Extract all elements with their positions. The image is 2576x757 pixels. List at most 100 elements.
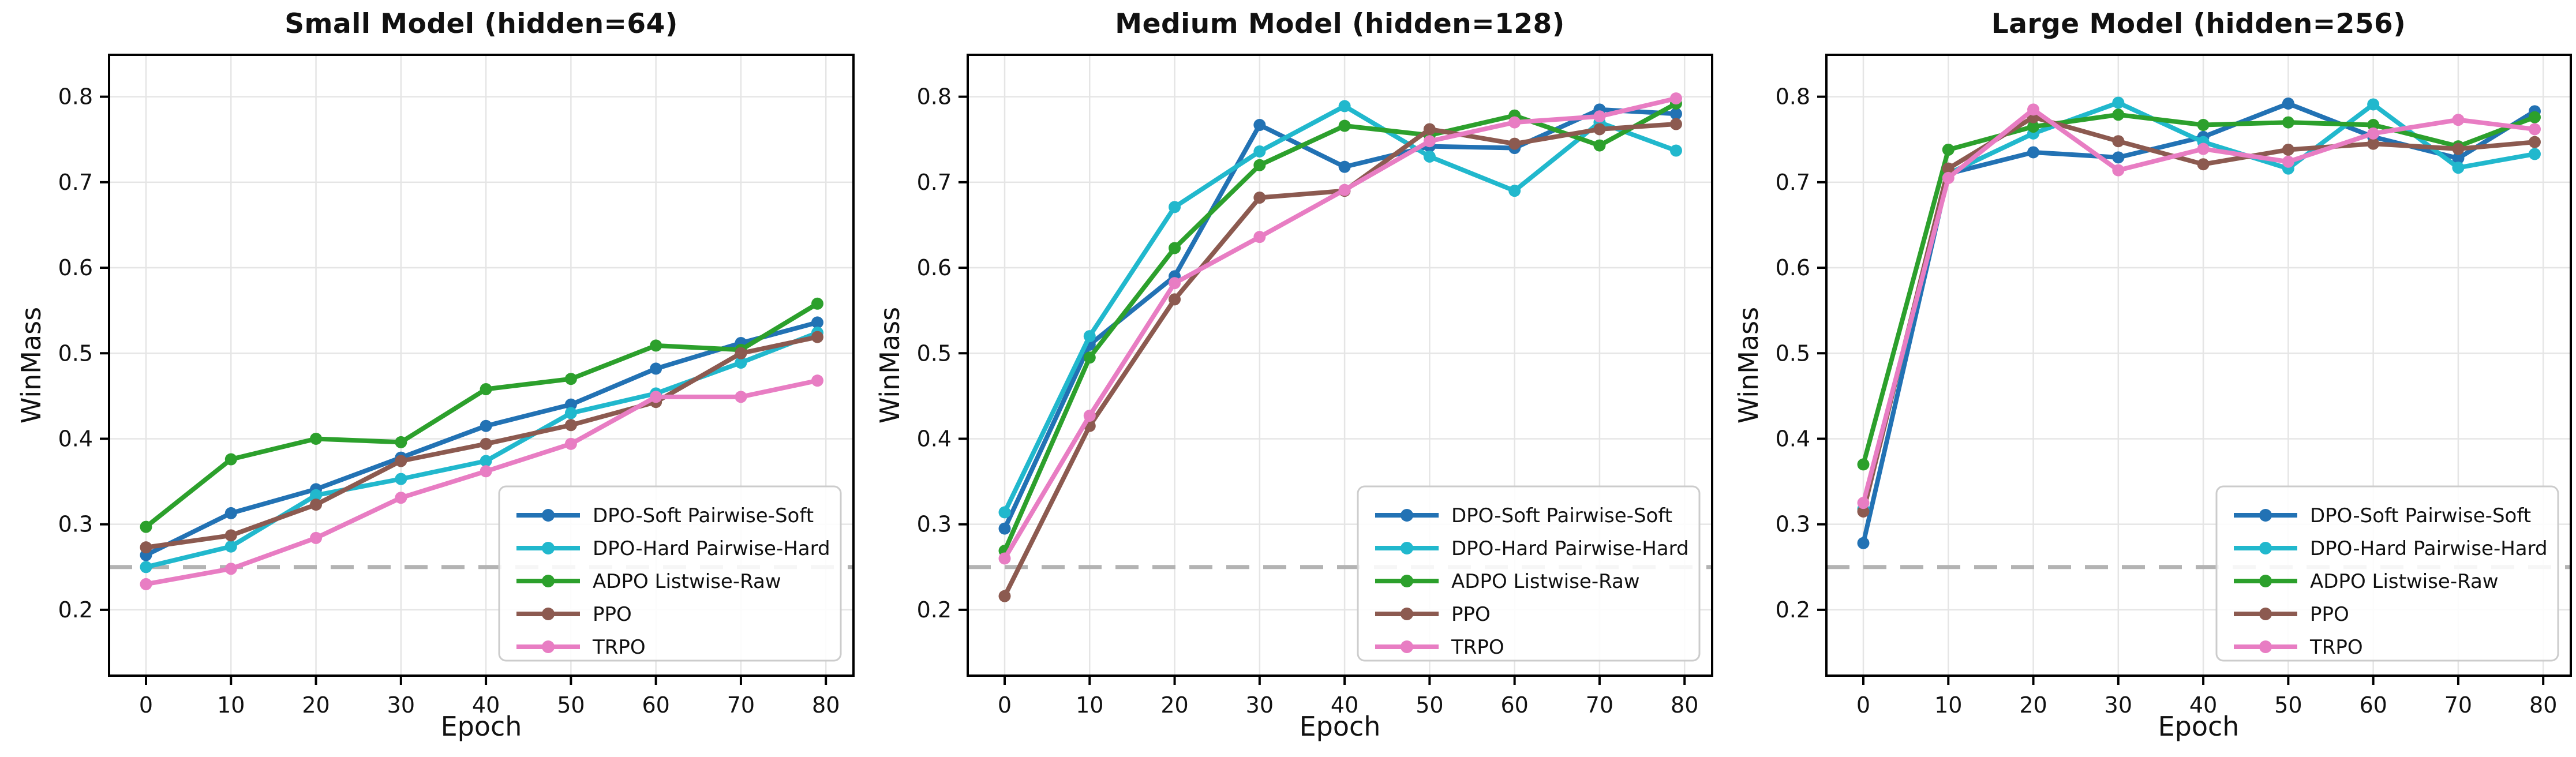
x-tick-label: 10: [1076, 692, 1103, 718]
legend-item-adpo-listwise-raw: ADPO Listwise-Raw: [1375, 570, 1640, 593]
y-axis-label: WinMass: [1733, 306, 1764, 424]
y-tick-label: 0.6: [917, 255, 952, 280]
legend-item-dpo-soft-pairwise-soft: DPO-Soft Pairwise-Soft: [516, 504, 814, 527]
data-point: [564, 407, 577, 419]
data-point: [998, 552, 1011, 565]
data-point: [480, 465, 492, 478]
legend-marker-dot: [1401, 542, 1413, 554]
data-point: [1857, 505, 1870, 518]
data-point: [395, 436, 407, 448]
series-trpo: [998, 92, 1682, 565]
legend-marker-dot: [542, 575, 555, 587]
data-point: [2282, 116, 2294, 129]
x-tick-label: 60: [1500, 692, 1528, 718]
legend-marker-dot: [2259, 575, 2272, 587]
data-point: [2112, 96, 2125, 109]
data-point: [310, 432, 323, 445]
x-tick-label: 40: [2189, 692, 2217, 718]
data-point: [480, 419, 492, 432]
data-point: [650, 339, 662, 352]
data-point: [224, 529, 237, 542]
data-point: [998, 522, 1011, 535]
tick-labels: 0 10 20 30 40 50 60 70 80 0.2 0.3 0.4 0.5 0.6 0.7 0.8: [1776, 84, 2558, 718]
data-point: [2112, 108, 2125, 121]
data-point: [140, 541, 152, 554]
legend-label: TRPO: [1451, 636, 1504, 659]
data-point: [224, 453, 237, 466]
data-point: [480, 437, 492, 450]
data-point: [811, 297, 823, 310]
x-tick-label: 30: [387, 692, 415, 718]
legend-label: DPO-Soft Pairwise-Soft: [2310, 504, 2531, 527]
legend-label: DPO-Hard Pairwise-Hard: [1451, 537, 1689, 560]
data-point: [811, 331, 823, 343]
data-point: [1423, 150, 1436, 163]
legend-marker-dot: [542, 608, 555, 620]
data-point: [1669, 107, 1682, 120]
y-tick-label: 0.6: [58, 255, 93, 280]
data-point: [2197, 119, 2210, 132]
data-point: [1338, 160, 1351, 173]
data-point: [2367, 98, 2380, 111]
data-point: [480, 383, 492, 395]
data-point: [1423, 135, 1436, 148]
data-point: [2112, 151, 2125, 164]
data-point: [1083, 351, 1096, 364]
data-point: [2197, 158, 2210, 171]
data-point: [2528, 136, 2541, 148]
data-point: [811, 374, 823, 387]
y-axis-label: WinMass: [16, 306, 47, 424]
legend-item-dpo-hard-pairwise-hard: DPO-Hard Pairwise-Hard: [2234, 537, 2548, 560]
data-point: [2027, 120, 2040, 133]
data-point: [1253, 159, 1266, 171]
legend-item-trpo: TRPO: [516, 636, 646, 659]
y-tick-label: 0.7: [58, 170, 93, 195]
x-tick-label: 0: [998, 692, 1012, 718]
legend: DPO-Soft Pairwise-Soft DPO-Hard Pairwise-…: [2215, 485, 2559, 662]
data-point: [310, 531, 323, 544]
axes-spines: [108, 54, 855, 677]
legend-item-dpo-soft-pairwise-soft: DPO-Soft Pairwise-Soft: [1375, 504, 1672, 527]
y-tick-label: 0.8: [1776, 84, 1810, 110]
panel-title: Small Model (hidden=64): [284, 8, 678, 40]
legend-marker-dot: [1401, 608, 1413, 620]
legend-marker-dot: [2259, 542, 2272, 554]
gridlines: [109, 55, 853, 676]
x-tick-label: 20: [2019, 692, 2047, 718]
legend-marker-dot: [1401, 640, 1413, 653]
y-tick-label: 0.5: [1776, 340, 1810, 366]
x-tick-label: 0: [1856, 692, 1870, 718]
legend-marker-dot: [542, 509, 555, 522]
x-tick-label: 20: [1160, 692, 1188, 718]
data-point: [224, 563, 237, 575]
y-tick-label: 0.4: [917, 426, 952, 451]
data-point: [1083, 330, 1096, 343]
data-point: [2112, 164, 2125, 177]
plot-area-small: 0 10 20 30 40 50 60 70 80 0.2 0.3 0.4 0.5 0.6 0.7 0.8 DP…: [58, 54, 855, 718]
data-point: [1253, 231, 1266, 243]
x-tick-label: 50: [1416, 692, 1443, 718]
data-point: [1942, 171, 1955, 184]
y-tick-label: 0.8: [58, 84, 93, 110]
data-point: [1593, 123, 1606, 136]
x-tick-label: 60: [2359, 692, 2387, 718]
y-tick-label: 0.3: [58, 512, 93, 537]
legend-label: PPO: [593, 603, 632, 626]
legend-item-trpo: TRPO: [2234, 636, 2363, 659]
y-tick-label: 0.6: [1776, 255, 1810, 280]
data-point: [1508, 137, 1521, 150]
x-tick-label: 50: [2274, 692, 2302, 718]
x-tick-label: 70: [2444, 692, 2472, 718]
data-point: [1423, 123, 1436, 136]
y-tick-label: 0.3: [1776, 512, 1810, 537]
data-point: [1338, 119, 1351, 132]
data-point: [2528, 148, 2541, 160]
legend-label: DPO-Hard Pairwise-Hard: [593, 537, 830, 560]
data-point: [650, 362, 662, 375]
data-point: [1169, 277, 1181, 290]
data-point: [735, 347, 747, 359]
data-point: [1508, 185, 1521, 197]
data-point: [2027, 146, 2040, 159]
axis-ticks: [100, 95, 828, 685]
data-point: [735, 391, 747, 403]
